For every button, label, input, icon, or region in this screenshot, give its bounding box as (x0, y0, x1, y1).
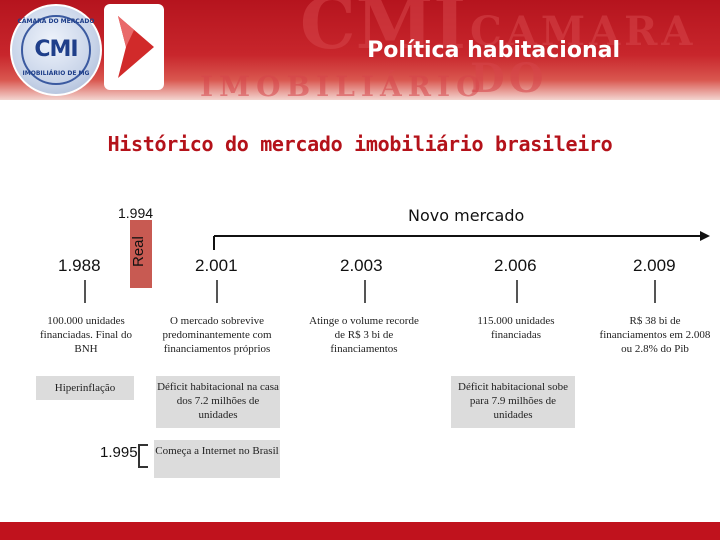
desc-2003: Atinge o volume recorde de R$ 3 bi de fi… (309, 315, 419, 355)
play-arrow-icon (104, 4, 164, 90)
box-hiperinflacao: Hiperinflação (36, 376, 134, 400)
cmi-logo: CÂMARA DO MERCADO CMI IMOBILIÁRIO DE MG (10, 4, 102, 96)
year-2001: 2.001 (195, 256, 238, 275)
logo-text: CMI (34, 37, 78, 62)
tick-2001 (216, 280, 218, 303)
desc-2001: O mercado sobrevive predominantemente co… (162, 315, 272, 355)
desc-2006: 115.000 unidades financiadas (477, 315, 555, 341)
watermark-cmi: CMI (300, 0, 466, 65)
year-2009: 2.009 (633, 256, 676, 275)
box-deficit-2001: Déficit habitacional na casa dos 7.2 mil… (156, 376, 280, 428)
subtitle: Histórico do mercado imobiliário brasile… (107, 132, 613, 156)
year-1995: 1.995 (100, 444, 138, 461)
year-1994: 1.994 (118, 205, 154, 221)
header-banner: CMI CAMARA DO MERCADO IMOBILIÁRIO CÂMARA… (0, 0, 720, 100)
desc-2009: R$ 38 bi de financiamentos em 2.008 ou 2… (599, 315, 711, 355)
watermark-mercado: CAMARA DO MERCADO (470, 8, 697, 100)
tick-2003 (364, 280, 366, 303)
watermark-imobiliario: IMOBILIÁRIO (200, 70, 487, 100)
logo-arc-bottom: IMOBILIÁRIO DE MG (22, 70, 90, 77)
tick-2009 (654, 280, 656, 303)
box-deficit-2006: Déficit habitacional sobe para 7.9 milhõ… (451, 376, 575, 428)
page-title: Política habitacional (367, 38, 620, 63)
tick-1988 (84, 280, 86, 303)
desc-1988: 100.000 unidades financiadas. Final do B… (40, 315, 132, 355)
year-1988: 1.988 (58, 256, 101, 275)
logo-arc-top: CÂMARA DO MERCADO (17, 18, 95, 25)
footer-bar (0, 522, 720, 540)
box-internet: Começa a Internet no Brasil (154, 440, 280, 478)
logo-ring (21, 15, 91, 85)
bracket-1995 (138, 444, 148, 468)
novo-mercado-arrow (213, 231, 710, 250)
novo-mercado-label: Novo mercado (408, 206, 525, 225)
tick-2006 (516, 280, 518, 303)
real-box (130, 220, 152, 288)
year-2006: 2.006 (494, 256, 537, 275)
year-2003: 2.003 (340, 256, 383, 275)
real-label: Real (130, 236, 147, 267)
